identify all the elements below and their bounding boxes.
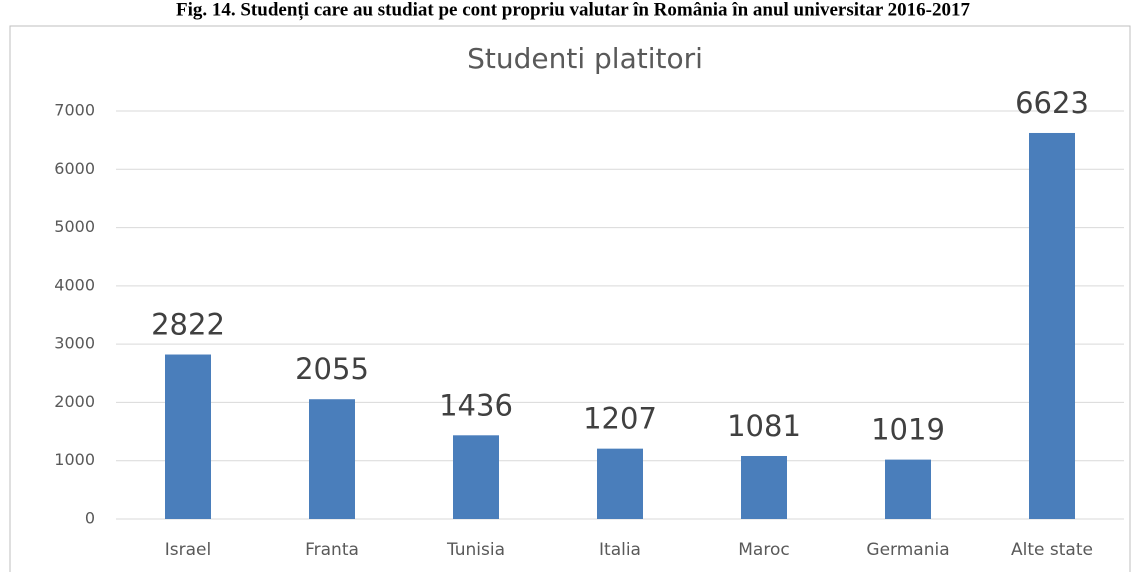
bar bbox=[885, 459, 931, 519]
y-tick-label: 5000 bbox=[54, 217, 95, 236]
y-tick-label: 3000 bbox=[54, 334, 95, 353]
bar bbox=[165, 354, 211, 519]
x-tick-label: Italia bbox=[599, 540, 641, 560]
y-tick-label: 4000 bbox=[54, 275, 95, 294]
y-tick-label: 6000 bbox=[54, 159, 95, 178]
bar bbox=[741, 455, 787, 519]
bar bbox=[597, 448, 643, 519]
data-label: 1207 bbox=[583, 402, 657, 436]
x-tick-label: Tunisia bbox=[446, 540, 505, 560]
x-tick-label: Maroc bbox=[738, 540, 789, 560]
y-tick-label: 2000 bbox=[54, 392, 95, 411]
x-tick-label: Franta bbox=[305, 540, 359, 560]
bar bbox=[309, 399, 355, 519]
x-tick-label: Alte state bbox=[1011, 540, 1093, 560]
bar bbox=[1029, 132, 1075, 520]
data-label: 6623 bbox=[1015, 86, 1089, 120]
figure-caption: Fig. 14. Studenți care au studiat pe con… bbox=[176, 0, 971, 20]
y-tick-label: 1000 bbox=[54, 450, 95, 469]
chart-title: Studenti platitori bbox=[467, 42, 703, 75]
data-label: 1436 bbox=[439, 388, 513, 422]
x-tick-label: Germania bbox=[866, 540, 949, 560]
data-label: 1081 bbox=[727, 409, 801, 443]
x-tick-label: Israel bbox=[165, 540, 211, 560]
data-label: 1019 bbox=[871, 413, 945, 447]
data-label: 2822 bbox=[151, 308, 225, 342]
y-tick-label: 7000 bbox=[54, 101, 95, 120]
y-tick-label: 0 bbox=[85, 509, 95, 528]
data-label: 2055 bbox=[295, 352, 369, 386]
bar bbox=[453, 435, 499, 519]
